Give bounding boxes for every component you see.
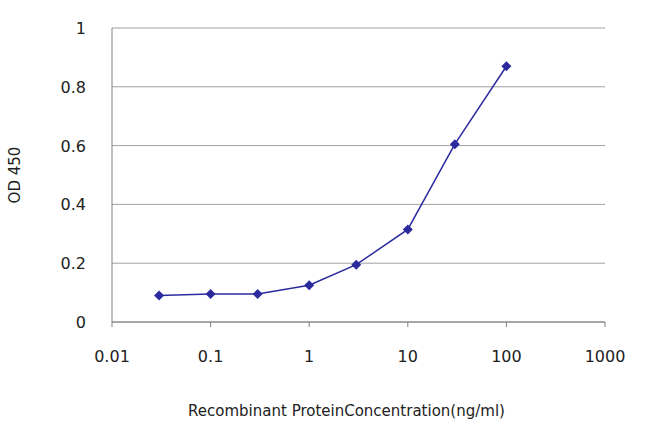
x-tick-label: 1 — [304, 347, 314, 366]
y-tick-label: 0.2 — [61, 254, 86, 273]
x-axis-title: Recombinant ProteinConcentration(ng/ml) — [188, 402, 505, 420]
x-tick-label: 10 — [398, 347, 418, 366]
x-axis — [112, 322, 605, 323]
x-tick-label: 0.01 — [94, 347, 130, 366]
data-point — [154, 291, 164, 301]
y-tick-label: 1 — [76, 19, 86, 38]
grid-line — [112, 28, 605, 29]
data-point — [351, 260, 361, 270]
grid-line — [112, 204, 605, 205]
data-point — [450, 139, 460, 149]
x-tick — [407, 322, 408, 327]
data-point — [253, 289, 263, 299]
plot-area — [154, 61, 511, 300]
x-tick — [210, 322, 211, 327]
y-tick-label: 0.8 — [61, 78, 86, 97]
x-tick — [506, 322, 507, 327]
x-tick — [112, 322, 113, 327]
x-tick-label: 100 — [491, 347, 522, 366]
chart: 0 0.2 0.4 0.6 0.8 1 0.01 0.1 1 10 100 1000 OD 450 Rec… — [0, 0, 650, 433]
x-tick-label: 0.1 — [198, 347, 223, 366]
x-tick-label: 1000 — [585, 347, 626, 366]
x-tick — [309, 322, 310, 327]
data-point — [501, 61, 511, 71]
y-axis — [112, 28, 113, 322]
y-tick-label: 0.6 — [61, 137, 86, 156]
y-tick-label: 0.4 — [61, 195, 86, 214]
data-point — [403, 224, 413, 234]
x-tick — [605, 322, 606, 327]
y-axis-title: OD 450 — [6, 147, 24, 204]
grid-line — [112, 145, 605, 146]
grid-line — [112, 322, 605, 323]
data-point — [304, 280, 314, 290]
data-point — [206, 289, 216, 299]
data-line — [159, 66, 506, 295]
grid-line — [112, 86, 605, 87]
y-tick-label: 0 — [76, 313, 86, 332]
